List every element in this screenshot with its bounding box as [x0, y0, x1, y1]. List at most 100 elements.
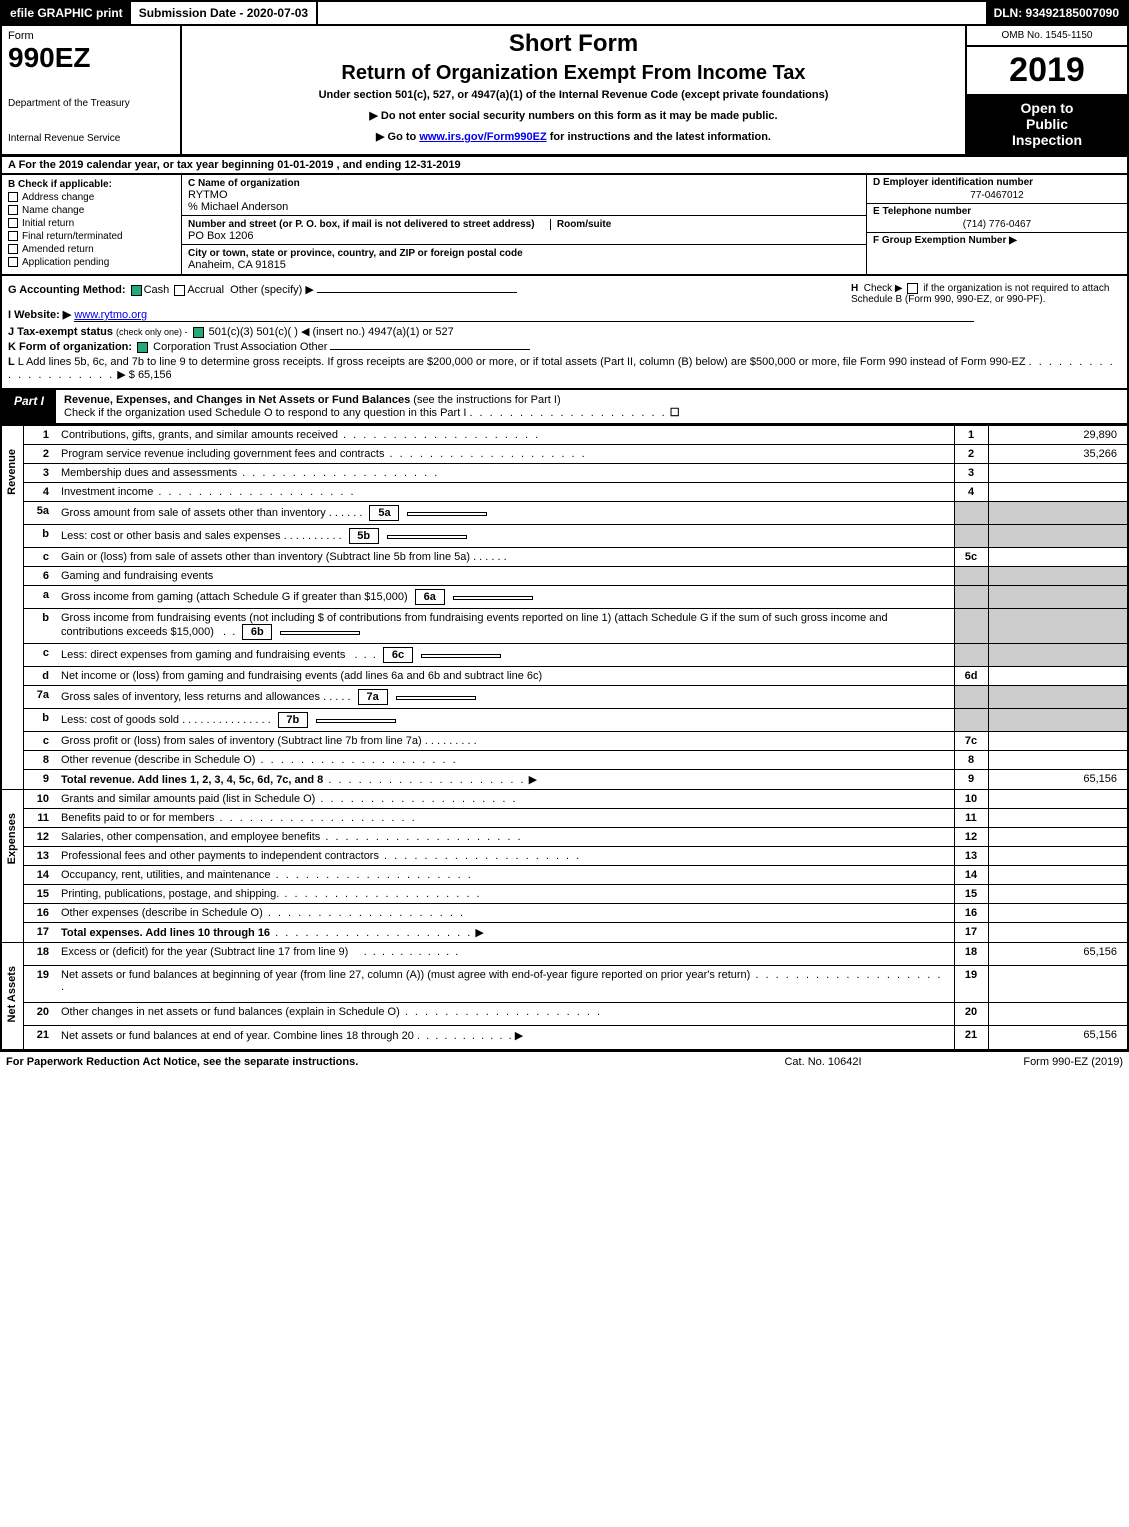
- line-5a-val[interactable]: [407, 512, 487, 516]
- line-6-desc: Gaming and fundraising events: [57, 567, 954, 586]
- k-other-input[interactable]: [330, 349, 530, 350]
- line-4-num: 4: [23, 483, 57, 502]
- line-6b-ibox: 6b: [242, 624, 272, 640]
- line-2-box: 2: [954, 445, 988, 464]
- g-other-input[interactable]: [317, 292, 517, 293]
- line-5a-grey: [954, 502, 988, 525]
- room-label: Room/suite: [550, 219, 611, 230]
- opt-application-pending[interactable]: Application pending: [8, 257, 175, 268]
- line-14-amt: [988, 866, 1128, 885]
- line-5a-amt-grey: [988, 502, 1128, 525]
- city-label: City or town, state or province, country…: [188, 248, 523, 259]
- part-i-checkbox-icon[interactable]: ☐: [670, 407, 680, 419]
- top-bar: efile GRAPHIC print Submission Date - 20…: [0, 0, 1129, 26]
- open-to-public: Open to Public Inspection: [967, 94, 1127, 154]
- line-6d-desc: Net income or (loss) from gaming and fun…: [61, 670, 542, 682]
- line-4-box: 4: [954, 483, 988, 502]
- line-11-box: 11: [954, 809, 988, 828]
- line-17-num: 17: [23, 923, 57, 943]
- h-checkbox[interactable]: [907, 283, 918, 294]
- line-5b-ibox: 5b: [349, 528, 379, 544]
- line-7b-desc: Less: cost of goods sold: [61, 714, 179, 726]
- line-9-box: 9: [954, 770, 988, 790]
- line-12-amt: [988, 828, 1128, 847]
- footer-cat-no: Cat. No. 10642I: [723, 1056, 923, 1068]
- line-14-desc: Occupancy, rent, utilities, and maintena…: [61, 869, 271, 881]
- line-7b-val[interactable]: [316, 719, 396, 723]
- opt-address-change[interactable]: Address change: [8, 192, 175, 203]
- line-17-amt: [988, 923, 1128, 943]
- part-i-title: Revenue, Expenses, and Changes in Net As…: [64, 394, 410, 406]
- l-amount: ▶ $ 65,156: [117, 369, 171, 381]
- g-cash-check[interactable]: [131, 285, 142, 296]
- footer-form-ref: Form 990-EZ (2019): [923, 1056, 1123, 1068]
- i-label: I Website: ▶: [8, 309, 71, 321]
- h-check-text: Check ▶: [864, 283, 903, 294]
- line-16-amt: [988, 904, 1128, 923]
- k-corp-check[interactable]: [137, 342, 148, 353]
- line-7a-val[interactable]: [396, 696, 476, 700]
- line-3-box: 3: [954, 464, 988, 483]
- opt-initial-return[interactable]: Initial return: [8, 218, 175, 229]
- line-18-box: 18: [954, 943, 988, 966]
- line-17-desc: Total expenses. Add lines 10 through 16: [61, 927, 270, 939]
- form-title-block: Short Form Return of Organization Exempt…: [182, 26, 967, 154]
- website-link[interactable]: www.rytmo.org: [74, 309, 974, 322]
- line-19-box: 19: [954, 965, 988, 1002]
- care-of: % Michael Anderson: [188, 201, 288, 213]
- line-6b-num: b: [23, 609, 57, 644]
- line-1-amt: 29,890: [988, 426, 1128, 445]
- line-3-desc: Membership dues and assessments: [61, 467, 237, 479]
- instructions-link[interactable]: www.irs.gov/Form990EZ: [419, 131, 546, 143]
- form-subtitle: Under section 501(c), 527, or 4947(a)(1)…: [190, 89, 957, 101]
- dln-label: DLN: 93492185007090: [986, 2, 1127, 24]
- submission-date-label: Submission Date - 2020-07-03: [131, 2, 318, 24]
- j-note: (check only one) -: [116, 327, 188, 337]
- line-5c-amt: [988, 548, 1128, 567]
- opt-amended-return-label: Amended return: [22, 244, 94, 255]
- opt-name-change[interactable]: Name change: [8, 205, 175, 216]
- line-5c-box: 5c: [954, 548, 988, 567]
- line-7c-desc: Gross profit or (loss) from sales of inv…: [61, 735, 422, 747]
- j-501c3-check[interactable]: [193, 327, 204, 338]
- line-21-amt: 65,156: [988, 1025, 1128, 1050]
- ein-value: 77-0467012: [873, 190, 1121, 201]
- opt-application-pending-label: Application pending: [22, 257, 109, 268]
- line-13-desc: Professional fees and other payments to …: [61, 850, 379, 862]
- line-19-num: 19: [23, 965, 57, 1002]
- line-6a-val[interactable]: [453, 596, 533, 600]
- line-6b-val[interactable]: [280, 631, 360, 635]
- instructions-link-line: ▶ Go to www.irs.gov/Form990EZ for instru…: [190, 130, 957, 143]
- goto-suffix: for instructions and the latest informat…: [550, 131, 771, 143]
- efile-print-label[interactable]: efile GRAPHIC print: [2, 2, 131, 24]
- line-9-desc: Total revenue. Add lines 1, 2, 3, 4, 5c,…: [61, 774, 323, 786]
- lines-table: Revenue 1 Contributions, gifts, grants, …: [0, 425, 1129, 1050]
- goto-prefix: ▶ Go to: [376, 131, 419, 143]
- ein-label: D Employer identification number: [873, 177, 1033, 188]
- line-17-arrow: ▶: [475, 927, 483, 939]
- line-5b-val[interactable]: [387, 535, 467, 539]
- line-20-desc: Other changes in net assets or fund bala…: [61, 1006, 400, 1018]
- line-2-amt: 35,266: [988, 445, 1128, 464]
- line-6-num: 6: [23, 567, 57, 586]
- line-18-amt: 65,156: [988, 943, 1128, 966]
- line-6c-val[interactable]: [421, 654, 501, 658]
- entity-block: B Check if applicable: Address change Na…: [0, 175, 1129, 276]
- part-i-check-line: Check if the organization used Schedule …: [64, 407, 466, 419]
- dept-treasury: Department of the Treasury: [8, 98, 174, 109]
- line-10-desc: Grants and similar amounts paid (list in…: [61, 793, 315, 805]
- opt-final-return[interactable]: Final return/terminated: [8, 231, 175, 242]
- form-title: Return of Organization Exempt From Incom…: [190, 62, 957, 85]
- line-1-num: 1: [23, 426, 57, 445]
- line-17-box: 17: [954, 923, 988, 943]
- opt-amended-return[interactable]: Amended return: [8, 244, 175, 255]
- line-18-num: 18: [23, 943, 57, 966]
- line-3-num: 3: [23, 464, 57, 483]
- line-12-desc: Salaries, other compensation, and employ…: [61, 831, 320, 843]
- col-b-checkboxes: B Check if applicable: Address change Na…: [2, 175, 182, 274]
- line-16-box: 16: [954, 904, 988, 923]
- street-address: PO Box 1206: [188, 230, 253, 242]
- revenue-side-label: Revenue: [1, 426, 23, 790]
- line-13-box: 13: [954, 847, 988, 866]
- g-accrual-check[interactable]: [174, 285, 185, 296]
